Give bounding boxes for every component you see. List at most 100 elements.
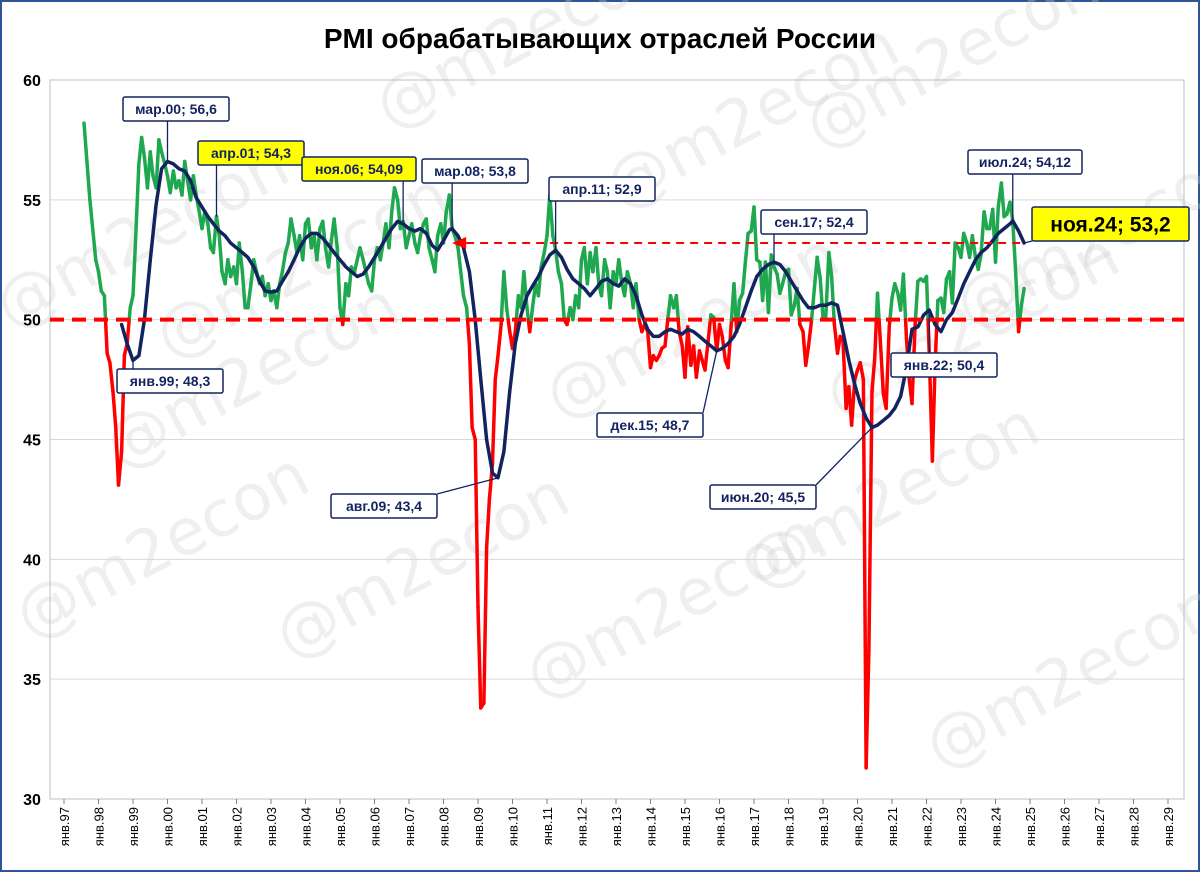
x-tick-label: янв.07 [402, 807, 417, 846]
monthly-segment [473, 437, 480, 610]
y-tick-label: 30 [23, 792, 41, 809]
monthly-segment [703, 339, 710, 372]
reference-lines [50, 236, 1184, 322]
annotation-box [548, 176, 656, 202]
monthly-segment [594, 246, 601, 286]
annotation-label: авг.09; 43,4 [346, 498, 422, 514]
monthly-segment [103, 317, 109, 355]
monthly-segment [1019, 286, 1026, 308]
x-tick-label: янв.25 [1023, 807, 1038, 846]
monthly-segment [829, 274, 836, 322]
monthly-segment [404, 234, 411, 250]
monthly-segment [341, 281, 348, 322]
x-tick-label: янв.20 [851, 807, 866, 846]
x-tick-label: янв.12 [575, 807, 590, 846]
monthly-segment [410, 222, 417, 245]
monthly-segment [459, 269, 466, 298]
arrow-head [452, 236, 467, 249]
monthly-segment [942, 277, 949, 315]
monthly-segment [358, 246, 365, 262]
monthly-segment [706, 317, 713, 343]
monthly-segment [913, 279, 920, 322]
x-tick-label: янв.15 [678, 807, 693, 846]
annotation-leader [815, 427, 873, 486]
annotation-label: сен.17; 52,4 [774, 214, 854, 230]
monthly-segment [465, 317, 472, 346]
annotation-box [197, 140, 305, 166]
monthly-segment [415, 234, 423, 255]
monthly-segment [736, 298, 742, 322]
monthly-segment [726, 327, 733, 370]
monthly-segment [148, 150, 155, 178]
annotation-label: дек.15; 48,7 [611, 417, 690, 433]
monthly-segment [128, 293, 135, 310]
monthly-segment [976, 253, 983, 272]
monthly-segment [246, 281, 253, 310]
monthly-segment [935, 298, 940, 322]
monthly-segment [743, 231, 750, 264]
monthly-segment [108, 361, 115, 394]
monthly-segment [553, 248, 561, 274]
x-tick-label: янв.01 [195, 807, 210, 846]
x-tick-label: янв.18 [782, 807, 797, 846]
x-tick-label: янв.13 [609, 807, 624, 846]
annotation-label: янв.99; 48,3 [130, 373, 211, 389]
monthly-segment [999, 181, 1006, 219]
x-tick-label: янв.09 [471, 807, 486, 846]
y-tick-label: 50 [23, 313, 41, 330]
monthly-segment [206, 222, 213, 250]
monthly-segment [506, 317, 512, 334]
monthly-segment [464, 305, 470, 322]
monthly-segment [809, 286, 817, 322]
monthly-segment [502, 269, 509, 310]
monthly-segment [277, 269, 285, 286]
monthly-segment [484, 497, 492, 550]
chart-title: PMI обрабатывающих отраслей России [324, 23, 876, 54]
annotation-leader [436, 477, 499, 495]
monthly-segment [877, 317, 883, 348]
monthly-segment [827, 250, 834, 279]
monthly-segment [456, 246, 463, 274]
monthly-segment [875, 291, 881, 322]
monthly-segment [528, 317, 533, 334]
series-layer [82, 121, 1026, 770]
monthly-segment [159, 150, 167, 166]
annotation-box [1031, 206, 1190, 242]
monthly-segment [717, 322, 725, 339]
x-tick-label: янв.29 [1161, 807, 1176, 846]
annotation-leader [1023, 240, 1033, 244]
monthly-segment [82, 121, 92, 202]
monthly-segment [326, 238, 334, 269]
x-tick-label: янв.08 [437, 807, 452, 846]
monthly-segment [1018, 303, 1024, 322]
monthly-segment [237, 241, 245, 274]
monthly-segment [461, 293, 469, 310]
annotation-label: мар.08; 53,8 [434, 163, 516, 179]
annotation-box [760, 209, 868, 235]
monthly-segment [674, 293, 680, 322]
monthly-segment [888, 296, 894, 322]
y-tick-label: 60 [23, 73, 41, 90]
annotation-label: июн.20; 45,5 [721, 489, 805, 505]
monthly-segment [154, 138, 161, 190]
monthly-segment [217, 234, 224, 274]
x-tick-label: янв.97 [57, 807, 72, 846]
x-tick-label: янв.21 [885, 807, 900, 846]
monthly-segment [476, 605, 483, 710]
annotation-box [330, 493, 438, 519]
annotation-box [890, 352, 998, 378]
x-tick-label: янв.22 [920, 807, 935, 846]
x-tick-label: янв.26 [1058, 807, 1073, 846]
x-tick-label: янв.27 [1092, 807, 1107, 846]
monthly-segment [861, 377, 868, 770]
x-tick-label: янв.06 [368, 807, 383, 846]
monthly-segment [467, 341, 474, 430]
monthly-segment [433, 234, 440, 274]
monthly-segment [884, 325, 891, 411]
monthly-segment [470, 425, 477, 442]
x-tick-label: янв.23 [954, 807, 969, 846]
y-tick-label: 40 [23, 552, 41, 569]
annotation-box [116, 368, 224, 394]
annotation-label: ноя.24; 53,2 [1050, 214, 1170, 237]
annotations-layer: мар.00; 56,6 апр.01; 54,3 ноя.06; 54,09 мар… [116, 96, 1190, 519]
